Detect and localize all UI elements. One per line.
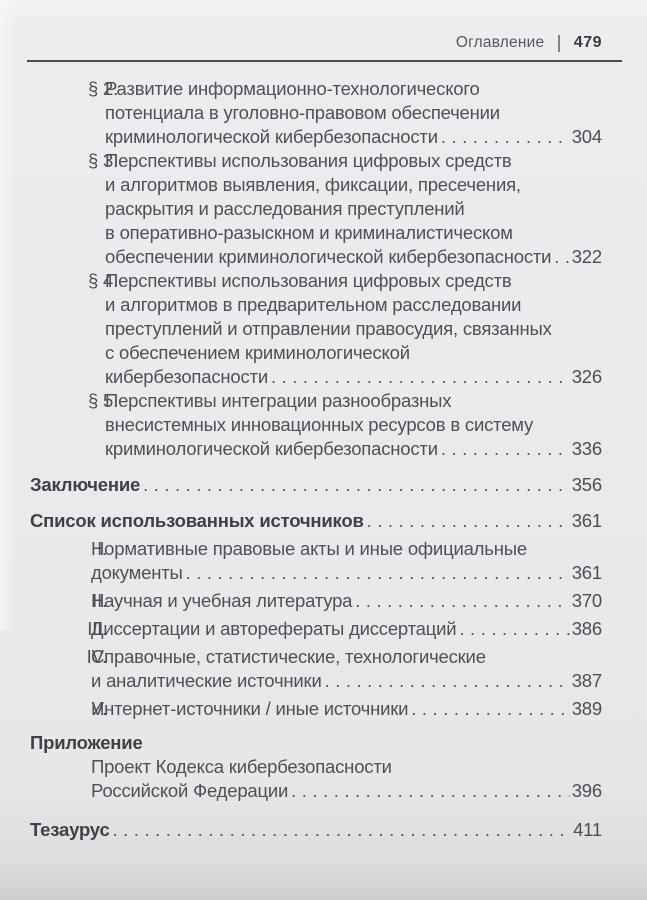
entry-line: в оперативно-разыскном и криминалистичес… [105, 222, 513, 243]
toc-entry-sources-4: IV. Справочные, статистические, технолог… [30, 645, 603, 693]
toc-entry-paragraph-4: § 4. Перспективы использования цифровых … [30, 269, 602, 389]
entry-line: Развитие информационно-технологического [105, 78, 480, 99]
dot-leader [355, 589, 569, 613]
dot-leader [459, 617, 569, 641]
toc-entry-paragraph-3: § 3. Перспективы использования цифровых … [30, 149, 602, 269]
dot-leader [271, 365, 570, 389]
dot-leader [186, 561, 570, 585]
toc-entry-conclusion: Заключение 356 [30, 473, 602, 497]
toc-entry-thesaurus: Тезаурус 411 [30, 818, 602, 842]
entry-last-line: обеспечении криминологической кибербезоп… [105, 245, 602, 269]
entry-line: преступлений и отправлении правосудия, с… [105, 318, 552, 339]
entry-label: § 5. [88, 390, 119, 411]
entry-line: и алгоритмов выявления, фиксации, пресеч… [105, 174, 521, 195]
entry-page: 396 [571, 780, 602, 801]
dot-leader [554, 245, 569, 269]
running-header-title: Оглавление [455, 34, 545, 51]
page-number: 479 [573, 34, 602, 51]
entry-label: III. [87, 618, 107, 639]
running-header: Оглавление 479 [456, 34, 602, 52]
dot-leader [367, 509, 570, 533]
entry-label: I. [97, 538, 107, 559]
dot-leader [441, 125, 570, 149]
entry-label: IV. [86, 646, 108, 667]
entry-label: § 4. [88, 270, 119, 291]
entry-page: 356 [571, 474, 602, 495]
entry-line: раскрытия и расследования преступлений [105, 198, 465, 219]
entry-line: внесистемных инновационных ресурсов в си… [105, 414, 534, 435]
entry-page: 304 [571, 126, 602, 147]
header-divider [558, 34, 560, 52]
entry-label: II. [92, 590, 107, 611]
entry-page: 370 [571, 590, 602, 611]
entry-label: § 2. [88, 78, 119, 99]
entry-page: 322 [571, 246, 602, 267]
toc-entry-paragraph-5: § 5. Перспективы интеграции разнообразны… [30, 389, 602, 461]
entry-page: 386 [571, 618, 602, 639]
entry-page: 361 [571, 510, 602, 531]
entry-line: Проект Кодекса кибербезопасности [91, 756, 392, 777]
toc-entry-sources-2: II. Научная и учебная литература 370 [30, 589, 602, 613]
dot-leader [411, 697, 569, 721]
toc-entry-sources-1: I. Нормативные правовые акты и иные офиц… [30, 537, 602, 585]
entry-page: 336 [571, 438, 602, 459]
entry-last-line: и аналитические источники 387 [91, 669, 602, 693]
entry-page: 411 [573, 819, 602, 840]
entry-label: § 3. [88, 150, 119, 171]
entry-line: Справочные, статистические, технологичес… [91, 646, 486, 667]
entry-line: и алгоритмов в предварительном расследов… [105, 294, 522, 315]
entry-line: Нормативные правовые акты и иные официал… [91, 538, 527, 559]
entry-last-line: криминологической кибербезопасности 304 [105, 125, 602, 149]
entry-page: 389 [571, 698, 602, 719]
entry-page: 387 [571, 670, 602, 691]
toc-entry-sources-3: III. Диссертации и авторефераты диссерта… [30, 617, 602, 641]
entry-page: 361 [571, 562, 602, 583]
dot-leader [325, 669, 570, 693]
entry-last-line: Российской Федерации 396 [91, 779, 602, 803]
entry-last-line: Интернет-источники / иные источники 389 [91, 697, 602, 721]
entry-label: V. [91, 698, 108, 719]
entry-last-line: криминологической кибербезопасности 336 [105, 437, 602, 461]
entry-last-line: Научная и учебная литература 370 [91, 589, 602, 613]
dot-leader [291, 779, 570, 803]
toc-entry-paragraph-2: § 2. Развитие информационно-технологичес… [30, 77, 602, 149]
entry-page: 326 [571, 366, 602, 387]
entry-last-line: кибербезопасности 326 [105, 365, 602, 389]
entry-line: потенциала в уголовно-правовом обеспечен… [105, 102, 500, 123]
toc-entry-appendix: Приложение [30, 732, 143, 753]
entry-line: с обеспечением криминологической [105, 342, 410, 363]
dot-leader [143, 473, 570, 497]
header-rule [27, 60, 622, 62]
toc-entry-sources-5: V. Интернет-источники / иные источники 3… [30, 697, 602, 721]
toc-list: § 2. Развитие информационно-технологичес… [30, 77, 602, 842]
dot-leader [441, 437, 570, 461]
entry-last-line: документы 361 [91, 561, 602, 585]
entry-line: Перспективы интеграции разнообразных [105, 390, 452, 411]
entry-last-line: Диссертации и авторефераты диссертаций 3… [91, 617, 602, 641]
entry-line: Перспективы использования цифровых средс… [105, 270, 512, 291]
entry-line: Перспективы использования цифровых средс… [105, 150, 512, 171]
dot-leader [113, 818, 570, 842]
toc-entry-sources: Список использованных источников 361 [30, 509, 602, 533]
toc-entry-appendix-item: Проект Кодекса кибербезопасности Российс… [30, 755, 602, 803]
